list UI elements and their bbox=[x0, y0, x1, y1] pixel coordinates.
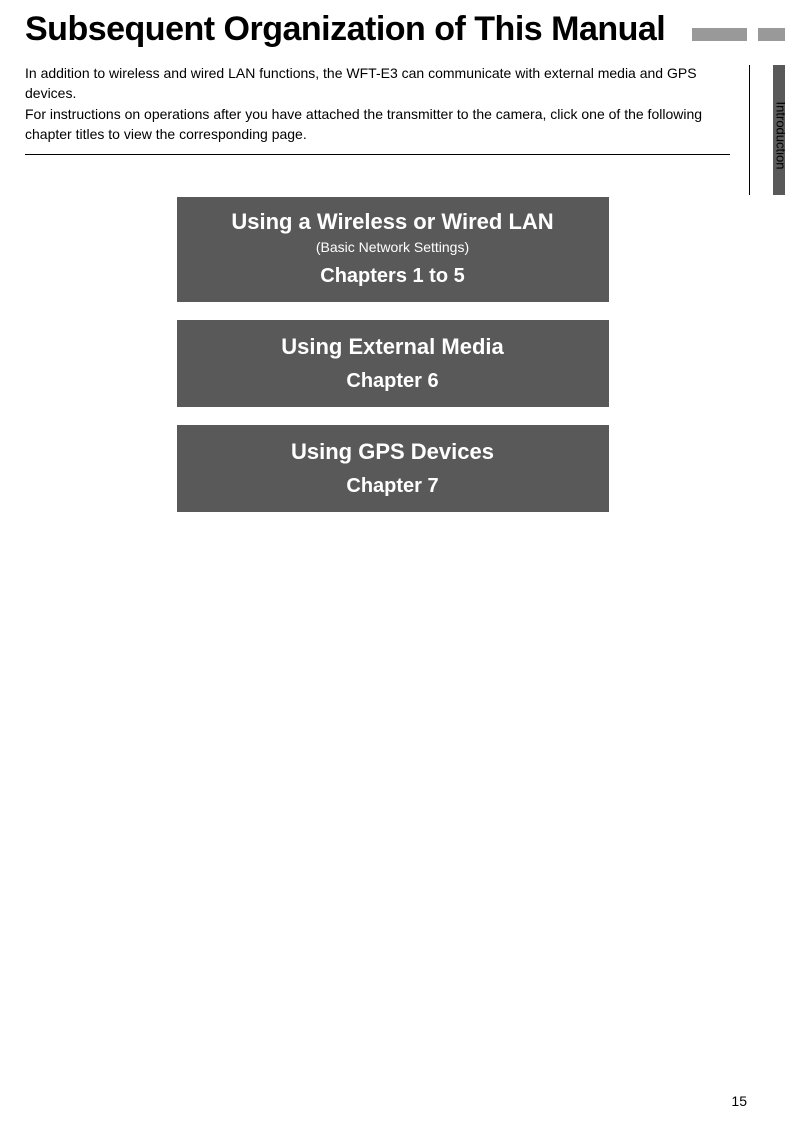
chapter-box-external-link: Chapter 6 bbox=[177, 370, 609, 393]
chapter-box-lan[interactable]: Using a Wireless or Wired LAN (Basic Net… bbox=[177, 197, 609, 302]
chapter-box-gps-link: Chapter 7 bbox=[177, 475, 609, 498]
chapter-box-lan-sub: (Basic Network Settings) bbox=[177, 239, 609, 255]
title-decoration-bar bbox=[692, 28, 747, 41]
section-divider bbox=[25, 154, 730, 155]
side-tab bbox=[749, 65, 773, 195]
chapter-box-lan-link: Chapters 1 to 5 bbox=[177, 265, 609, 288]
page-title: Subsequent Organization of This Manual bbox=[0, 0, 785, 49]
chapter-box-external-title: Using External Media bbox=[177, 334, 609, 360]
chapter-box-lan-title: Using a Wireless or Wired LAN bbox=[177, 209, 609, 235]
chapter-box-external[interactable]: Using External Media Chapter 6 bbox=[177, 320, 609, 407]
intro-paragraph: In addition to wireless and wired LAN fu… bbox=[0, 49, 785, 144]
intro-line-2: For instructions on operations after you… bbox=[25, 106, 702, 142]
side-tab-label: Introduction bbox=[774, 102, 785, 170]
title-decoration-bar-end bbox=[758, 28, 785, 41]
page-number: 15 bbox=[731, 1093, 747, 1109]
intro-line-1: In addition to wireless and wired LAN fu… bbox=[25, 65, 697, 101]
chapter-box-gps[interactable]: Using GPS Devices Chapter 7 bbox=[177, 425, 609, 512]
chapter-box-gps-title: Using GPS Devices bbox=[177, 439, 609, 465]
